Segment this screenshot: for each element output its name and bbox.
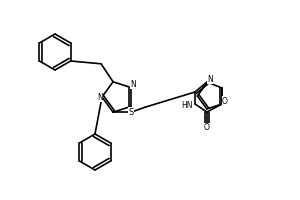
Text: O: O [222, 97, 228, 106]
Text: N: N [207, 74, 213, 84]
Text: N: N [130, 80, 136, 89]
Text: S: S [128, 108, 134, 117]
Text: HN: HN [181, 102, 193, 110]
Text: O: O [204, 123, 210, 132]
Text: N: N [97, 92, 103, 102]
